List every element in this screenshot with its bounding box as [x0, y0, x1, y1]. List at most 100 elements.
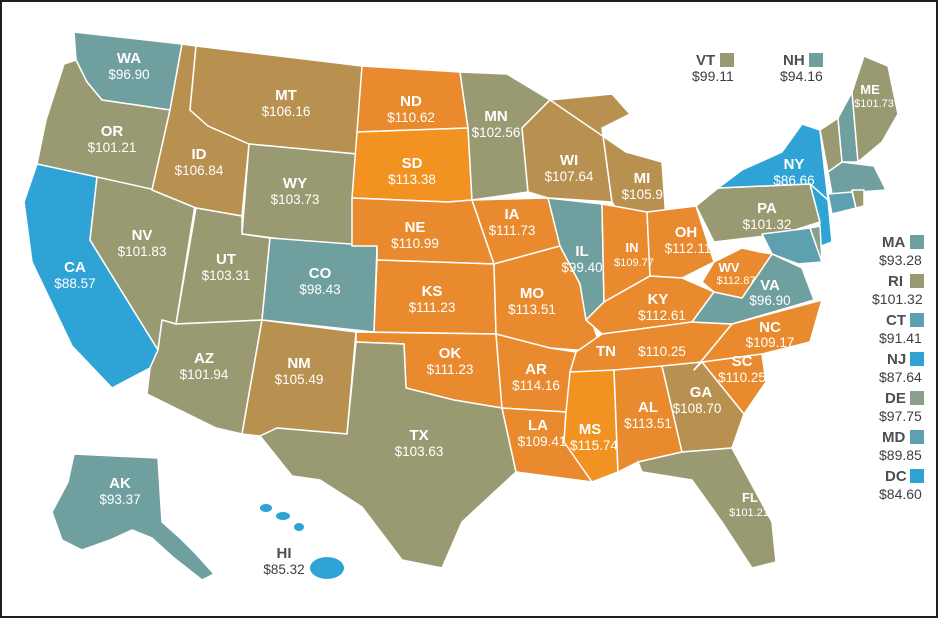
state-value-hi: $85.32 — [263, 562, 304, 577]
callout-nh: NH $94.16 — [780, 52, 823, 84]
state-value-fl: $101.21 — [729, 507, 769, 519]
state-label-ny: NY$86.66 — [773, 156, 814, 188]
state-abbr-sc: SC — [732, 353, 753, 370]
state-value-al: $113.51 — [624, 416, 672, 431]
state-value-ga: $108.70 — [673, 401, 722, 416]
state-value-ia: $111.73 — [489, 223, 536, 238]
state-label-ok: OK$111.23 — [427, 345, 474, 377]
state-value-mo: $113.51 — [508, 302, 556, 317]
state-value-il: $99.40 — [561, 260, 602, 275]
state-value-co: $98.43 — [299, 282, 340, 297]
state-abbr-hi: HI — [277, 545, 292, 562]
state-value-wi: $107.64 — [545, 169, 594, 184]
state-label-pa: PA$101.32 — [743, 200, 792, 232]
state-abbr-mt: MT — [275, 87, 297, 104]
state-shape-me — [851, 55, 899, 163]
state-abbr-pa: PA — [757, 200, 777, 217]
state-value-wy: $103.73 — [271, 192, 320, 207]
state-label-ut: UT$103.31 — [202, 251, 251, 283]
state-value-az: $101.94 — [180, 367, 229, 382]
state-label-ia: IA$111.73 — [489, 206, 536, 238]
state-label-ne: NE$110.99 — [391, 219, 439, 251]
state-abbr-il: IL — [575, 243, 588, 260]
state-value-ak: $93.37 — [99, 492, 140, 507]
legend-abbr-dc: DC — [885, 468, 907, 485]
state-abbr-mn: MN — [484, 108, 507, 125]
state-label-la: LA$109.41 — [518, 417, 567, 449]
legend-swatch-ma — [910, 235, 924, 249]
state-label-ar: AR$114.16 — [512, 361, 560, 393]
state-value-in: $109.77 — [614, 257, 654, 269]
state-label-me: ME$101.73 — [854, 82, 894, 110]
state-abbr-ia: IA — [505, 206, 520, 223]
state-abbr-la: LA — [528, 417, 548, 434]
legend-item-nj: NJ$87.64 — [879, 351, 924, 385]
state-abbr-az: AZ — [194, 350, 214, 367]
state-label-va: VA$96.90 — [749, 277, 790, 308]
legend-value-dc: $84.60 — [879, 486, 922, 502]
state-label-nd: ND$110.62 — [387, 93, 435, 125]
state-label-in: IN $109.77 — [614, 240, 654, 269]
state-value-sc: $110.25 — [718, 370, 766, 385]
state-abbr-tx: TX — [409, 427, 428, 444]
state-shape-wv — [701, 247, 773, 299]
state-abbr-tn: TN — [596, 343, 616, 360]
legend-value-de: $97.75 — [879, 408, 922, 424]
state-label-mn: MN$102.56 — [472, 108, 521, 140]
legend-item-de: DE$97.75 — [879, 390, 924, 424]
state-label-mt: MT$106.16 — [262, 87, 311, 119]
state-value-ut: $103.31 — [202, 268, 251, 283]
state-abbr-wa: WA — [117, 50, 141, 67]
state-shape-oh — [646, 205, 715, 279]
legend-abbr-ri: RI — [888, 273, 903, 290]
state-label-id: ID$106.84 — [175, 146, 224, 178]
legend-swatch-nj — [910, 352, 924, 366]
legend-item-dc: DC$84.60 — [879, 468, 924, 502]
state-value-nc: $109.17 — [746, 335, 795, 350]
state-shape-md — [761, 227, 823, 265]
state-value-wv: $112.87 — [717, 275, 756, 287]
legend-item-ct: CT$91.41 — [879, 312, 924, 346]
state-shape-tx — [259, 341, 517, 569]
state-value-va: $96.90 — [749, 293, 790, 308]
state-label-ky: KY$112.61 — [638, 291, 686, 323]
state-value-me: $101.73 — [854, 98, 894, 110]
legend-abbr-nj: NJ — [887, 351, 906, 368]
state-abbr-ak: AK — [109, 475, 131, 492]
state-shape-nj — [809, 183, 833, 249]
legend-abbr-ma: MA — [882, 234, 905, 251]
state-abbr-wi: WI — [560, 152, 578, 169]
state-value-ar: $114.16 — [512, 378, 560, 393]
state-label-mi: MI$105.93 — [622, 170, 671, 202]
state-abbr-nm: NM — [287, 355, 310, 372]
state-label-nm: NM$105.49 — [275, 355, 324, 387]
state-value-ca: $88.57 — [54, 276, 95, 291]
state-abbr-va: VA — [760, 277, 780, 294]
state-label-oh: OH$112.11 — [665, 224, 712, 256]
legend-value-ct: $91.41 — [879, 330, 922, 346]
state-abbr-ga: GA — [690, 384, 713, 401]
state-abbr-al: AL — [638, 399, 658, 416]
state-value-sd: $113.38 — [388, 172, 436, 187]
state-shape-ri — [851, 189, 865, 209]
state-shape-de — [809, 225, 823, 263]
state-value-nd: $110.62 — [387, 110, 435, 125]
state-value-ks: $111.23 — [409, 300, 456, 315]
state-abbr-id: ID — [192, 146, 207, 163]
legend-value-ma: $93.28 — [879, 252, 922, 268]
state-label-al: AL$113.51 — [624, 399, 672, 431]
state-value-nm: $105.49 — [275, 372, 324, 387]
state-label-nc: NC$109.17 — [746, 319, 795, 350]
state-label-fl: FL $101.21 — [729, 490, 769, 519]
state-label-wa: WA$96.90 — [108, 50, 149, 82]
legend-item-md: MD$89.85 — [879, 429, 924, 463]
state-label-co: CO$98.43 — [299, 265, 340, 297]
state-value-ny: $86.66 — [773, 173, 814, 188]
state-shape-ma — [827, 161, 887, 195]
legend-swatch-ri — [910, 274, 924, 288]
state-abbr-ok: OK — [439, 345, 462, 362]
legend-swatch-de — [910, 391, 924, 405]
state-value-mn: $102.56 — [472, 125, 521, 140]
